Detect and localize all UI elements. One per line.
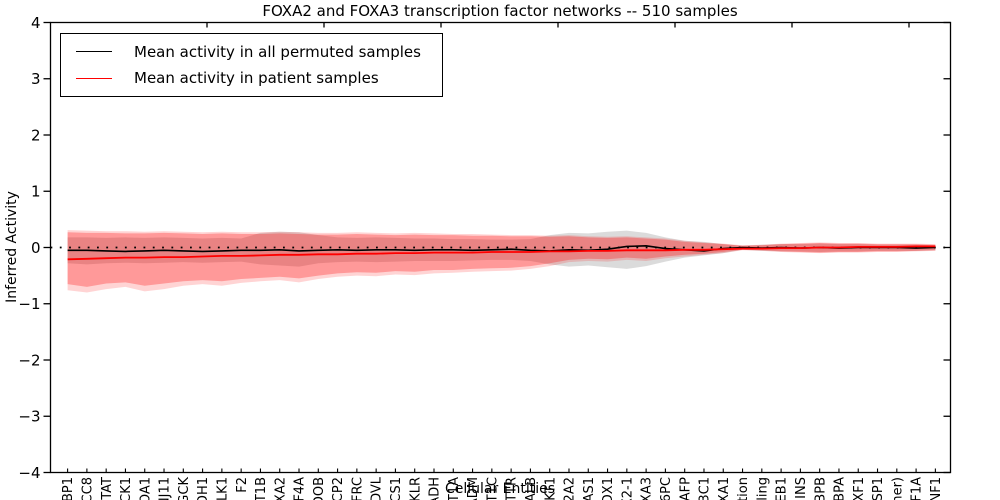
x-tick-label: HADH — [428, 477, 443, 500]
patient-mean-line — [67, 245, 936, 261]
patient-confidence-band — [67, 232, 936, 287]
x-tick-label: CREB1 — [775, 477, 790, 500]
legend: Mean activity in all permuted samples Me… — [60, 33, 443, 97]
x-tick-label: G6PC — [659, 477, 674, 500]
y-tick-label: 2 — [31, 126, 41, 144]
x-tick-label: CPT1B — [254, 477, 269, 500]
x-tick-label: CEBPA — [833, 477, 848, 500]
x-tick-label: ACADM — [466, 477, 481, 500]
x-tick-label: AKT1 — [543, 477, 558, 500]
x-tick-label: CEBPB — [813, 477, 828, 500]
permuted-line-swatch — [76, 51, 112, 53]
legend-item-patient: Mean activity in patient samples — [76, 69, 442, 87]
x-tick-label: CPT1C — [485, 477, 500, 500]
y-tick-label: −4 — [18, 464, 40, 482]
x-tick-label: ABCC8 — [80, 477, 95, 500]
x-tick-label: FOXA3 — [640, 477, 655, 500]
x-tick-label: ACADVL — [370, 476, 385, 500]
legend-item-permuted: Mean activity in all permuted samples — [76, 43, 442, 61]
y-tick-label: 3 — [31, 70, 41, 88]
x-tick-label: NR3C1 — [698, 477, 713, 500]
x-tick-label: F2 — [235, 477, 250, 493]
x-tick-label: response to starvation — [736, 477, 751, 500]
x-tick-label: NKX2-1 — [620, 477, 635, 500]
x-tick-label: TTR — [505, 477, 520, 500]
x-tick-label: INS — [794, 477, 809, 499]
x-tick-label: FOXF1 — [852, 477, 867, 500]
legend-label-permuted: Mean activity in all permuted samples — [134, 42, 421, 61]
x-tick-label: CPT1A — [447, 477, 462, 500]
y-tick-label: −1 — [18, 295, 40, 313]
y-tick-label: 4 — [31, 14, 41, 32]
x-tick-label: ALAS1 — [582, 477, 597, 500]
x-tick-label: BDH1 — [196, 477, 211, 500]
x-tick-label: ALB — [524, 477, 539, 500]
x-tick-label: HMGCS1 — [389, 477, 404, 500]
x-tick-label: AFP — [678, 477, 693, 500]
x-tick-label: HNF4A — [293, 477, 308, 500]
patient-outer-confidence-band — [67, 230, 936, 293]
x-tick-label: UCP2 — [331, 477, 346, 500]
x-tick-label: SP1 — [871, 477, 886, 500]
legend-label-patient: Mean activity in patient samples — [134, 69, 379, 88]
x-tick-label: FOXA1 — [717, 477, 732, 500]
x-tick-label: KCNJ11 — [158, 477, 173, 500]
y-tick-label: 0 — [31, 239, 41, 257]
x-tick-label: chromatin remodeling — [755, 477, 770, 500]
x-tick-label: NF1 — [929, 477, 944, 500]
x-tick-label: GCK — [177, 477, 192, 500]
x-tick-label: PKLR — [408, 477, 423, 500]
patient-line-swatch — [76, 77, 112, 79]
x-tick-label: PCK1 — [119, 477, 134, 500]
x-axis-label: Cellular Entities — [444, 481, 556, 497]
y-tick-label: 1 — [31, 183, 41, 201]
x-tick-label: TFRC — [350, 477, 365, 500]
x-tick-label: SLC2A2 — [563, 477, 578, 500]
x-tick-label: APOA1 — [138, 477, 153, 500]
chart-title: FOXA2 and FOXA3 transcription factor net… — [262, 2, 738, 20]
x-tick-label: IGFBP1 — [61, 477, 76, 500]
x-tick-label: PDX1 — [601, 477, 616, 500]
x-tick-label: HNF1A (dimer) — [890, 477, 905, 500]
y-tick-label: −2 — [18, 351, 40, 369]
x-tick-label: HNF1A — [910, 477, 925, 500]
x-tick-label: TAT — [100, 477, 115, 500]
y-axis-label: Inferred Activity — [4, 191, 20, 303]
x-tick-label: FOXA2 — [273, 477, 288, 500]
y-tick-label: −3 — [18, 408, 40, 426]
x-tick-label: DLK1 — [215, 477, 230, 500]
x-tick-label: ALDOB — [312, 477, 327, 500]
